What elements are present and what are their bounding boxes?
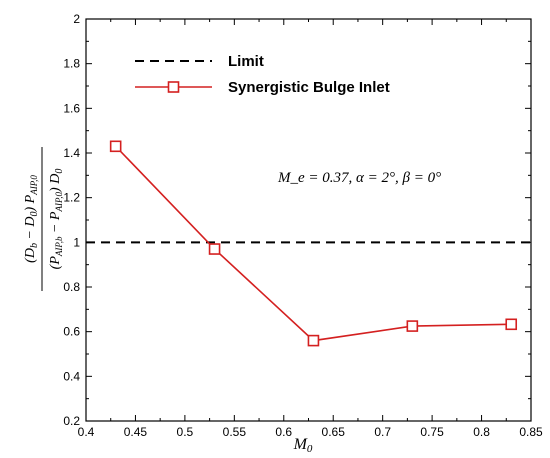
data-point-marker <box>307 334 320 347</box>
y-tick-label: 2 <box>73 12 80 26</box>
y-tick-label: 0.6 <box>63 325 80 339</box>
y-tick-label: 0.2 <box>63 414 80 428</box>
y-axis-label: (Db − D0) PAIP,0 (PAIP,b − PAIP,0) D0 <box>23 147 65 291</box>
x-tick-label: 0.55 <box>223 425 247 439</box>
y-tick-label: 0.8 <box>63 280 80 294</box>
x-tick-label: 0.45 <box>124 425 148 439</box>
x-tick-label: 0.6 <box>275 425 292 439</box>
y-tick-label: 1.2 <box>63 191 80 205</box>
x-tick-label: 0.4 <box>78 425 95 439</box>
x-tick-label: 0.75 <box>420 425 444 439</box>
legend-series-label: Synergistic Bulge Inlet <box>228 79 390 96</box>
legend-series-marker <box>167 81 180 93</box>
x-tick-label: 0.85 <box>519 425 543 439</box>
y-tick-label: 1.8 <box>63 57 80 71</box>
data-point-marker <box>505 318 518 331</box>
y-axis-ticks: 0.2 0.4 0.6 0.8 1 1.2 1.4 1.6 1.8 2 <box>63 12 531 428</box>
svg-text:(Db − D0) PAIP,0: (Db − D0) PAIP,0 <box>23 175 40 263</box>
x-axis-ticks: 0.4 0.45 0.5 0.55 0.6 0.65 0.7 0.75 0.8 0.85 <box>78 19 543 439</box>
x-tick-label: 0.8 <box>473 425 490 439</box>
svg-text:(PAIP,b − PAIP,0) D0: (PAIP,b − PAIP,0) D0 <box>48 169 65 270</box>
x-tick-label: 0.65 <box>322 425 346 439</box>
y-tick-label: 1 <box>73 235 80 249</box>
x-tick-label: 0.7 <box>374 425 391 439</box>
y-tick-label: 1.4 <box>63 146 80 160</box>
data-point-marker <box>109 140 122 153</box>
y-tick-label: 1.6 <box>63 101 80 115</box>
y-tick-label: 0.4 <box>63 369 80 383</box>
legend-limit-label: Limit <box>228 53 264 70</box>
data-point-marker <box>208 243 221 255</box>
x-axis-label: M0 <box>293 436 313 455</box>
x-tick-label: 0.5 <box>177 425 194 439</box>
series-group <box>109 140 518 347</box>
data-point-marker <box>406 320 419 332</box>
condition-annotation: M_e = 0.37, α = 2°, β = 0° <box>277 170 441 186</box>
legend: Limit Synergistic Bulge Inlet <box>135 53 390 96</box>
